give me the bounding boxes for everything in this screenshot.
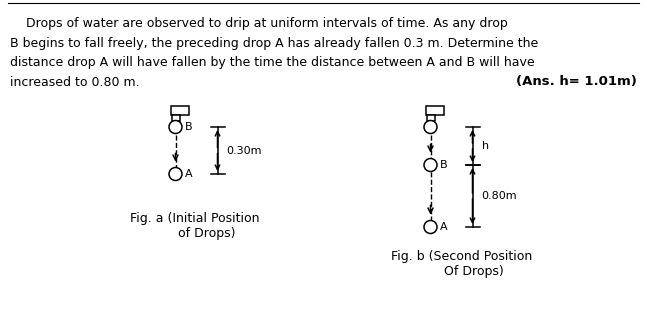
Text: h: h [481, 141, 488, 151]
Circle shape [424, 120, 437, 134]
Bar [171, 106, 189, 115]
Text: A: A [439, 222, 447, 232]
Text: Drops of water are observed to drip at uniform intervals of time. As any drop: Drops of water are observed to drip at u… [10, 17, 508, 30]
Text: B: B [439, 160, 447, 170]
Text: Fig. b (Second Position
      Of Drops): Fig. b (Second Position Of Drops) [391, 250, 532, 278]
Circle shape [424, 221, 437, 233]
Text: 0.30m: 0.30m [226, 145, 262, 155]
Text: B: B [184, 122, 192, 132]
Text: B begins to fall freely, the preceding drop A has already fallen 0.3 m. Determin: B begins to fall freely, the preceding d… [10, 37, 538, 50]
Circle shape [169, 120, 182, 134]
Bar [426, 115, 435, 120]
Text: Fig. a (Initial Position
      of Drops): Fig. a (Initial Position of Drops) [130, 212, 259, 240]
Circle shape [169, 168, 182, 181]
Text: 0.80m: 0.80m [481, 191, 517, 201]
Text: (Ans. h= 1.01m): (Ans. h= 1.01m) [516, 75, 637, 88]
Circle shape [424, 158, 437, 172]
Text: A: A [184, 169, 192, 179]
Text: distance drop A will have fallen by the time the distance between A and B will h: distance drop A will have fallen by the … [10, 56, 534, 69]
Bar [171, 115, 179, 120]
Text: increased to 0.80 m.: increased to 0.80 m. [10, 76, 140, 89]
Bar [426, 106, 444, 115]
